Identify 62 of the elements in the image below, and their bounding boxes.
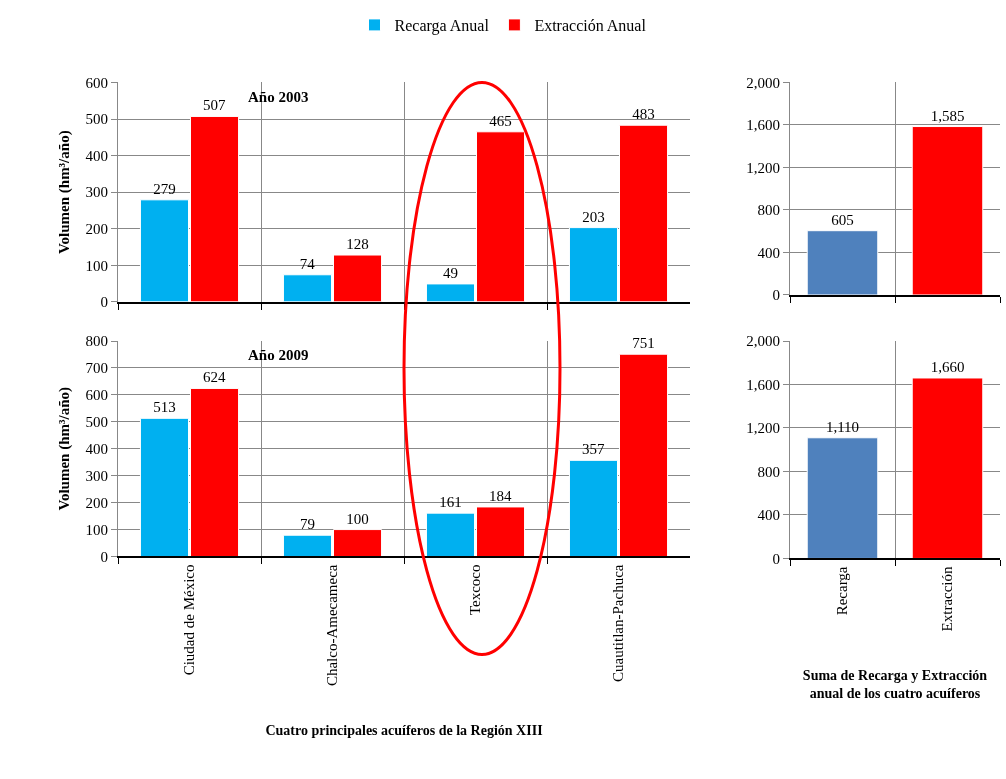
legend-label: Recarga Anual xyxy=(394,17,490,36)
data-label: 483 xyxy=(632,106,655,123)
data-label: 1,660 xyxy=(930,358,965,375)
y-tick-label: 400 xyxy=(757,244,780,261)
y-tick-label: 0 xyxy=(772,550,780,567)
data-label: 465 xyxy=(489,112,512,129)
y-tick-label: 1,600 xyxy=(746,117,780,134)
y-tick-label: 800 xyxy=(757,202,780,219)
data-label: 184 xyxy=(489,487,513,504)
y-tick-label: 400 xyxy=(85,441,108,458)
y-tick-label: 800 xyxy=(85,333,108,350)
data-label: 513 xyxy=(153,399,176,416)
data-label: 49 xyxy=(442,264,458,281)
data-label: 79 xyxy=(299,516,315,533)
data-label: 357 xyxy=(581,441,605,458)
data-label: 1,110 xyxy=(825,418,860,435)
y-tick-label: 700 xyxy=(85,360,108,377)
y-tick-label: 300 xyxy=(85,184,108,201)
data-label: 100 xyxy=(346,510,369,527)
y-tick-label: 200 xyxy=(85,220,108,237)
y-tick-label: 100 xyxy=(85,521,108,538)
data-label: 624 xyxy=(203,369,227,386)
y-tick-label: 1,600 xyxy=(746,376,780,393)
y-tick-label: 500 xyxy=(85,414,108,431)
x-tick-label: Chalco-Amecameca xyxy=(324,564,341,687)
y-tick-label: 2,000 xyxy=(746,74,780,91)
data-label: 203 xyxy=(582,208,605,225)
annotation: Año 2003 xyxy=(248,89,309,105)
x-axis-title: Suma de Recarga y Extracción anual de los cuatro acuíferos xyxy=(802,668,988,702)
y-tick-label: 400 xyxy=(757,507,780,524)
y-tick-label: 800 xyxy=(757,463,780,480)
y-axis-title: Volumen (hm³/año) xyxy=(55,130,73,254)
y-tick-label: 300 xyxy=(85,467,108,484)
y-tick-label: 600 xyxy=(85,74,108,91)
data-label: 74 xyxy=(299,255,316,272)
data-label: 128 xyxy=(346,236,369,253)
x-tick-label: Extracción xyxy=(939,565,956,632)
y-tick-label: 1,200 xyxy=(746,159,780,176)
y-tick-label: 400 xyxy=(85,147,108,164)
y-tick-label: 600 xyxy=(85,387,108,404)
data-label: 751 xyxy=(632,335,655,352)
y-tick-label: 0 xyxy=(772,287,780,304)
y-tick-label: 1,200 xyxy=(746,420,780,437)
x-axis-title: Cuatro principales acuíferos de la Región XIII xyxy=(265,722,543,738)
data-label: 1,585 xyxy=(930,107,965,124)
y-tick-label: 2,000 xyxy=(746,333,780,350)
x-tick-label: Texcoco xyxy=(467,564,484,616)
data-label: 279 xyxy=(153,180,176,197)
y-tick-label: 0 xyxy=(100,294,108,311)
x-tick-label: Ciudad de México xyxy=(181,564,198,676)
legend-label: Extracción Anual xyxy=(534,17,647,35)
data-label: 507 xyxy=(203,97,227,114)
x-tick-label: Recarga xyxy=(834,566,851,616)
y-tick-label: 200 xyxy=(85,494,108,511)
y-tick-label: 100 xyxy=(85,257,108,274)
y-tick-label: 0 xyxy=(100,548,108,565)
x-tick-label: Cuautitlan-Pachuca xyxy=(610,564,627,682)
y-axis-title: Volumen (hm³/año) xyxy=(55,386,73,511)
data-label: 605 xyxy=(831,211,854,228)
data-label: 161 xyxy=(439,494,462,511)
annotation: Año 2009 xyxy=(248,347,309,363)
y-tick-label: 500 xyxy=(85,111,108,128)
